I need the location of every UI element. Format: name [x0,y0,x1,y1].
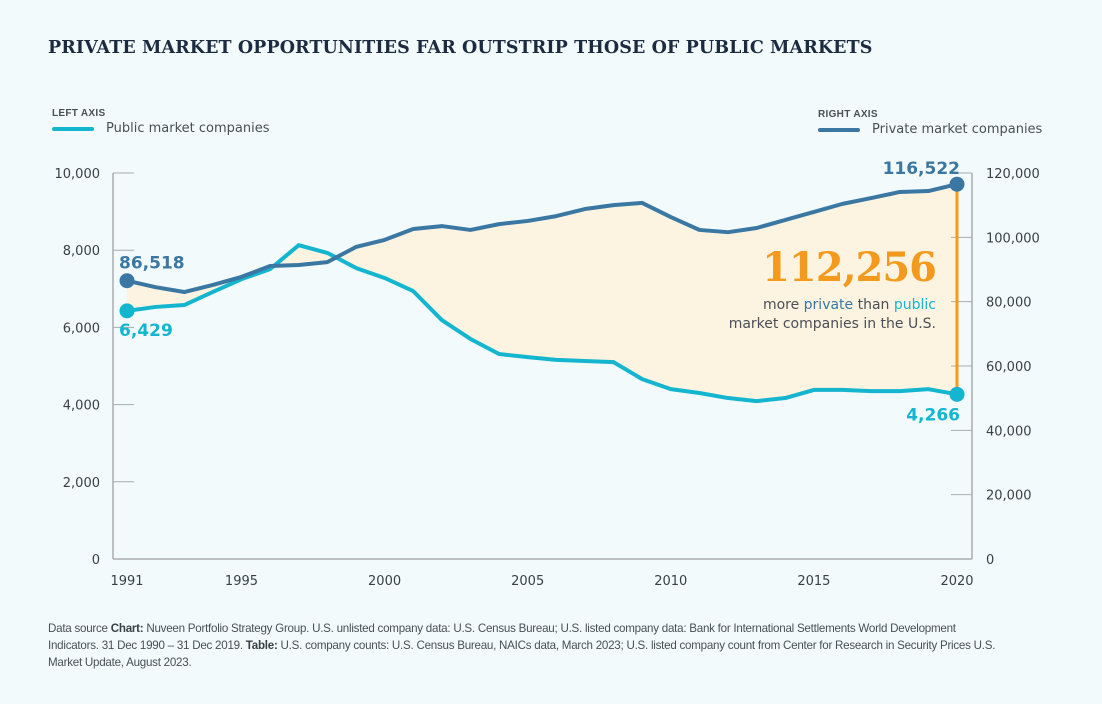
public-end-label: 4,266 [906,405,960,425]
left-tick-label: 0 [92,553,100,568]
public-end-marker [949,386,965,402]
right-tick-label: 100,000 [986,231,1040,246]
right-tick-label: 40,000 [986,424,1032,439]
legend-right: RIGHT AXIS Private market companies [818,109,1042,137]
chart-title: PRIVATE MARKET OPPORTUNITIES FAR OUTSTRI… [48,38,873,58]
footnote-text-2: Nuveen Portfolio Strategy Group. U.S. un… [48,622,956,652]
legend-private-label: Private market companies [872,122,1043,137]
legend-public-swatch [52,126,94,131]
gap-area [127,184,957,402]
left-tick-label: 2,000 [63,476,100,491]
legend-right-axis-label: RIGHT AXIS [818,109,878,120]
x-tick-label: 2005 [511,574,544,589]
x-tick-label: 2010 [654,574,687,589]
private-end-marker [949,176,965,192]
public-series-line [126,243,958,404]
left-tick-label: 6,000 [63,321,100,336]
left-tick-label: 10,000 [55,167,101,182]
footnote-text-1: Data source [48,622,111,635]
footnote-text-3: U.S. company counts: U.S. Census Bureau,… [48,639,996,669]
x-tick-label: 1995 [225,574,258,589]
legend-left-axis-label: LEFT AXIS [52,108,106,119]
right-tick-label: 60,000 [986,360,1032,375]
footnote-bold-table: Table: [245,639,278,652]
caption-public: public [893,297,936,313]
difference-number: 112,256 [762,244,937,291]
caption-private: private [803,297,854,313]
x-tick-label: 2015 [797,574,830,589]
legend-public-label: Public market companies [106,121,270,136]
source-footnote: Data source Chart: Nuveen Portfolio Stra… [48,620,998,671]
private-end-label: 116,522 [883,159,960,179]
difference-caption: more private than public market companie… [729,296,936,334]
legend-private-swatch [818,127,860,132]
private-start-marker [119,273,135,289]
legend-left: LEFT AXIS Public market companies [52,108,269,136]
private-series-line [126,182,958,295]
private-start-label: 86,518 [119,254,185,274]
public-start-label: 6,429 [119,321,173,341]
x-tick-label: 2000 [368,574,401,589]
right-tick-label: 20,000 [986,489,1032,504]
caption-prefix: more [762,297,804,313]
right-tick-label: 120,000 [986,167,1040,182]
x-tick-label: 2020 [940,574,973,589]
caption-line2: market companies in the U.S. [728,316,936,332]
footnote-bold-chart: Chart: [110,622,144,635]
left-tick-label: 8,000 [63,244,100,259]
right-tick-label: 0 [986,553,994,568]
left-tick-label: 4,000 [63,399,100,414]
x-tick-label: 1991 [110,574,143,589]
public-start-marker [119,303,135,319]
caption-mid: than [853,297,894,313]
right-tick-label: 80,000 [986,296,1032,311]
